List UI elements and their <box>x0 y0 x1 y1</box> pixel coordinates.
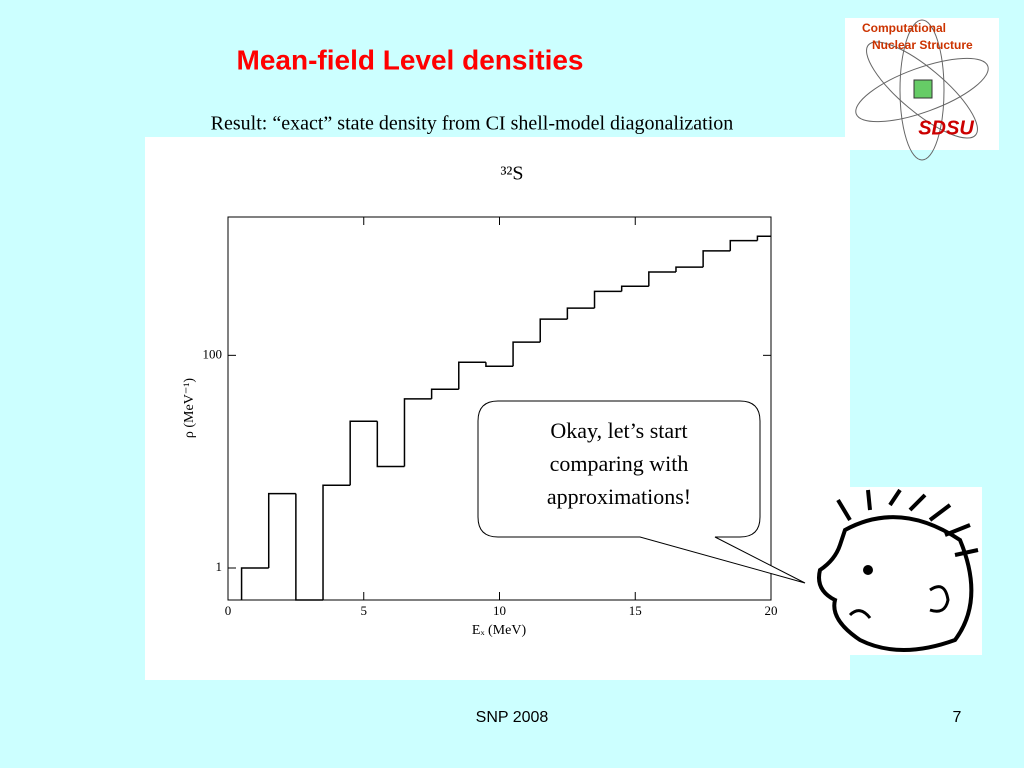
histogram-step <box>322 484 351 600</box>
y-axis-label: ρ (MeV⁻¹) <box>182 378 197 439</box>
histogram-step <box>295 493 324 601</box>
plot: 0 5 10 15 20 1 100 <box>203 217 778 618</box>
slide-subtitle: Result: “exact” state density from CI sh… <box>211 113 734 135</box>
face <box>817 515 974 652</box>
y-tick-label: 100 <box>203 346 223 361</box>
callout-text: approximations! <box>547 484 691 509</box>
histogram-step <box>240 567 269 600</box>
histogram-step <box>485 362 514 367</box>
logo-icon <box>913 79 933 99</box>
histogram-step <box>593 290 622 309</box>
histogram-step <box>675 266 704 272</box>
orbit <box>866 41 978 139</box>
orbit <box>899 19 945 161</box>
page-number: 7 <box>953 709 962 726</box>
eye <box>863 565 873 575</box>
logo: Computational Nuclear Structure SDSU <box>845 18 999 161</box>
logo-text: Computational <box>862 21 946 35</box>
histogram-step <box>620 285 649 292</box>
footer: SNP 2008 <box>476 709 549 726</box>
cartoon <box>808 487 982 655</box>
logo-text: Nuclear Structure <box>872 38 973 52</box>
histogram-step <box>458 361 486 390</box>
histogram-step <box>648 271 676 287</box>
chart-title: ³²S <box>500 163 523 185</box>
histogram-step <box>756 235 771 241</box>
callout: Okay, let’s start comparing with approxi… <box>477 400 806 584</box>
histogram-step <box>539 318 568 343</box>
cartoon-bg <box>808 487 982 655</box>
callout-text: comparing with <box>550 451 689 476</box>
orbit <box>855 57 989 123</box>
ear <box>929 585 950 613</box>
slide-title: Mean-field Level densities <box>237 44 584 75</box>
x-tick-label: 5 <box>361 603 368 618</box>
histogram-step <box>349 420 378 486</box>
callout-bubble <box>477 400 806 584</box>
histogram-step <box>702 250 731 268</box>
x-tick-label: 10 <box>493 603 506 618</box>
x-tick-label: 0 <box>225 603 232 618</box>
y-tick-label: 1 <box>216 559 223 574</box>
mouth <box>848 609 872 619</box>
x-axis-label: Eₓ (MeV) <box>472 623 527 638</box>
x-tick-label: 20 <box>765 603 778 618</box>
callout-text: Okay, let’s start <box>550 418 687 443</box>
histogram-step <box>566 307 595 320</box>
hair <box>836 488 979 557</box>
histogram-step <box>267 492 296 568</box>
x-tick-label: 15 <box>629 603 642 618</box>
histogram-step <box>376 421 405 468</box>
histogram-step <box>512 341 541 367</box>
logo-text: SDSU <box>918 117 974 139</box>
histogram-step <box>403 398 432 467</box>
histogram-step <box>430 388 459 399</box>
histogram-step <box>729 239 758 251</box>
